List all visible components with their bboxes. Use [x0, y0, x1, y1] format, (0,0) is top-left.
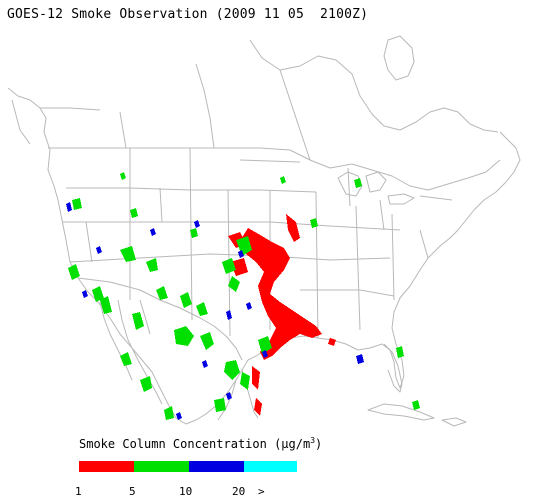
smoke-green-patches	[68, 172, 420, 420]
legend-title: Smoke Column Concentration (μg/m3)	[79, 436, 323, 451]
hispaniola	[441, 417, 467, 427]
legend-tick-label: 10	[179, 485, 193, 498]
country-and-state-boundaries	[7, 35, 521, 427]
map-title: GOES-12 Smoke Observation (2009 11 05 21…	[7, 7, 369, 22]
baja-peninsula	[99, 299, 151, 381]
canada-border	[48, 147, 501, 191]
legend-bin-red	[79, 461, 134, 472]
hudson-bay-and-north	[249, 39, 499, 133]
legend-overflow-label: >	[258, 485, 265, 498]
legend-tick-label: 5	[129, 485, 136, 498]
smoke-pixels	[66, 172, 420, 420]
canada-lines	[11, 63, 311, 161]
cuba	[367, 403, 435, 421]
mexico-border	[77, 277, 243, 361]
legend-tick-label: 1	[75, 485, 82, 498]
smoke-red-plume	[228, 214, 336, 416]
legend-bin-cyan	[244, 461, 297, 472]
greenland	[383, 35, 415, 81]
florida	[383, 343, 403, 393]
legend-bin-green	[134, 461, 189, 472]
legend-bin-blue	[189, 461, 244, 472]
legend-tick-label: 20	[232, 485, 246, 498]
